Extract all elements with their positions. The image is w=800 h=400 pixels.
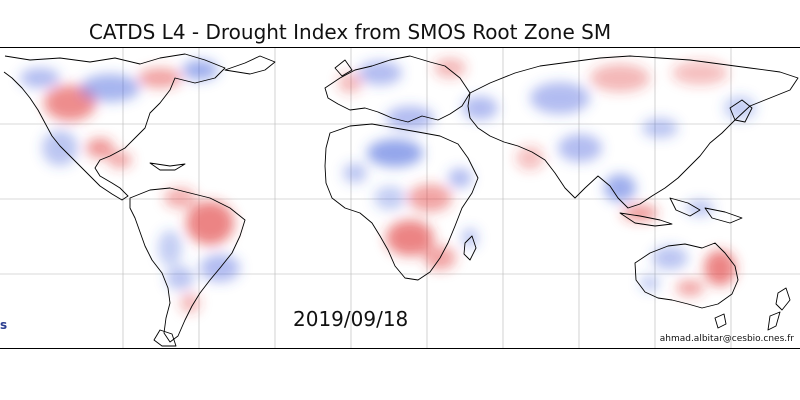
date-label: 2019/09/18: [293, 307, 409, 331]
map-frame: [0, 47, 800, 349]
logo-fragment: s: [0, 318, 8, 332]
map-title: CATDS L4 - Drought Index from SMOS Root …: [88, 20, 612, 44]
coastlines: [3, 53, 799, 347]
credit-text: ahmad.albitar@cesbio.cnes.fr: [659, 334, 794, 344]
drought-map: [0, 48, 800, 348]
drought-index-field: [20, 58, 756, 313]
